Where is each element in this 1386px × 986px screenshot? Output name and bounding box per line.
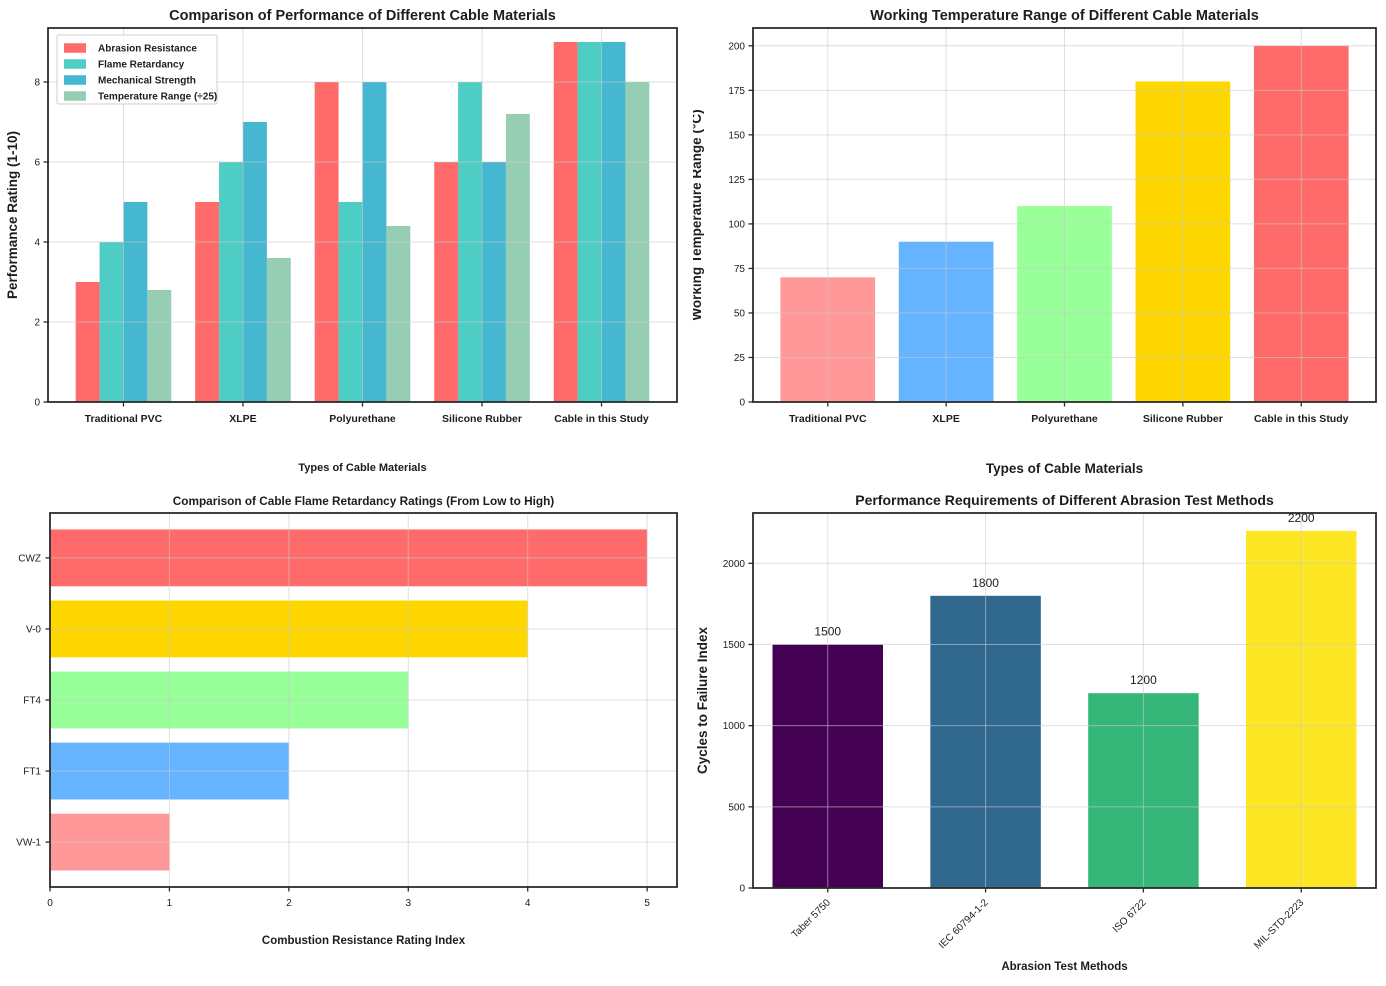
tick-label: 75 [734, 264, 746, 275]
category-label: MIL-STD-2223 [1252, 897, 1306, 951]
tick-label: 100 [728, 219, 745, 230]
tick-label: 125 [728, 175, 745, 186]
bar-silicone-rubber [505, 114, 530, 402]
legend-swatch [64, 75, 86, 85]
chart-title: Performance Requirements of Different Ab… [855, 493, 1274, 508]
bar-cable-in-this-study [553, 42, 578, 402]
bar-polyurethane [386, 226, 411, 402]
chart-title: Comparison of Cable Flame Retardancy Rat… [173, 494, 555, 508]
chart-abrasion-tests: 0 500 1000 1500 2000 Taber 5750 IEC 60794-1-2 I… [695, 493, 1377, 973]
tick-label: 0 [739, 884, 745, 895]
bar-xlpe [195, 202, 220, 402]
legend-swatch [64, 91, 86, 101]
x-axis-label: Types of Cable Materials [986, 461, 1143, 476]
category-label: XLPE [932, 413, 959, 425]
bar-traditional-pvc [75, 282, 100, 402]
category-label: Taber 5750 [790, 897, 833, 940]
value-label: 1500 [814, 624, 841, 638]
category-label: FT4 [23, 696, 41, 707]
plot-frame [752, 512, 1377, 889]
y-axis-label: Working Temperature Range (°C) [693, 109, 704, 320]
tick-label: 2 [286, 898, 292, 909]
y-axis-label: Cycles to Failure Index [695, 626, 710, 774]
legend-swatch [64, 59, 86, 69]
legend-label: Mechanical Strength [98, 76, 196, 87]
tick-label: 175 [728, 86, 745, 97]
tick-label: 150 [728, 130, 745, 141]
chart-title: Comparison of Performance of Different C… [169, 8, 556, 24]
value-label: 2200 [1288, 511, 1315, 525]
category-label: FT1 [23, 767, 41, 778]
tick-label: 0 [47, 898, 53, 909]
tick-label: 1500 [723, 640, 746, 651]
category-label: Cable in this Study [554, 413, 649, 425]
tick-label: 3 [406, 898, 412, 909]
bar-xlpe [242, 122, 267, 402]
chart-performance-comparison: 0 2 4 6 8 Traditional PVC XLPE Polyurethane Sili… [5, 8, 678, 474]
category-label: Traditional PVC [789, 413, 867, 425]
bar-xlpe [266, 258, 291, 402]
chart-title: Working Temperature Range of Different C… [870, 8, 1259, 24]
category-label: Traditional PVC [85, 413, 163, 425]
x-axis-label: Abrasion Test Methods [1001, 961, 1127, 973]
category-label: Polyurethane [1031, 413, 1098, 425]
category-label: CWZ [18, 553, 41, 564]
category-label: Silicone Rubber [1143, 413, 1223, 425]
bar-silicone-rubber [482, 162, 506, 402]
tick-label: 0 [34, 398, 40, 409]
category-label: Silicone Rubber [442, 413, 522, 425]
legend-swatch [64, 43, 86, 53]
legend-label: Abrasion Resistance [98, 44, 197, 55]
tick-label: 2000 [723, 559, 746, 570]
category-label: V-0 [26, 624, 41, 635]
tick-label: 1 [167, 898, 173, 909]
bar-polyurethane [338, 202, 363, 402]
tick-label: 5 [644, 898, 650, 909]
category-label: IEC 60794-1-2 [937, 897, 991, 951]
category-label: VW-1 [16, 838, 41, 849]
tick-label: 8 [34, 78, 40, 89]
value-label: 1800 [972, 576, 999, 590]
chart-working-temperature: 0 25 50 75 100 125 150 175 200 Traditional PVC XLP… [693, 8, 1377, 476]
x-axis-label: Combustion Resistance Rating Index [262, 935, 466, 947]
legend-label: Temperature Range (÷25) [98, 92, 217, 103]
tick-label: 2 [34, 318, 40, 329]
value-label: 1200 [1130, 673, 1157, 687]
bar-xlpe [219, 162, 243, 402]
tick-label: 50 [734, 308, 746, 319]
bar-silicone-rubber [434, 162, 459, 402]
bar-cable-in-this-study [577, 42, 602, 402]
category-label: XLPE [229, 413, 256, 425]
bar-cable-in-this-study [601, 42, 626, 402]
tick-label: 6 [34, 158, 40, 169]
category-label: ISO 6722 [1111, 897, 1149, 935]
category-label: Polyurethane [329, 413, 396, 425]
chart-flame-retardancy: 0 1 2 3 4 5 CWZ V-0 FT4 FT1 VW-1 Comparison of Cabl… [16, 494, 678, 947]
tick-label: 500 [728, 802, 745, 813]
x-axis-label: Types of Cable Materials [298, 462, 426, 474]
tick-label: 1000 [723, 721, 746, 732]
tick-label: 4 [525, 898, 531, 909]
tick-label: 200 [728, 41, 745, 52]
y-axis-label: Performance Rating (1-10) [5, 131, 20, 299]
tick-label: 0 [739, 398, 745, 409]
bar-traditional-pvc [147, 290, 172, 402]
legend-box [56, 34, 218, 105]
category-label: Cable in this Study [1254, 413, 1349, 425]
legend-label: Flame Retardancy [98, 60, 185, 71]
bar-traditional-pvc [123, 202, 148, 402]
tick-label: 25 [734, 353, 746, 364]
tick-label: 4 [34, 238, 40, 249]
